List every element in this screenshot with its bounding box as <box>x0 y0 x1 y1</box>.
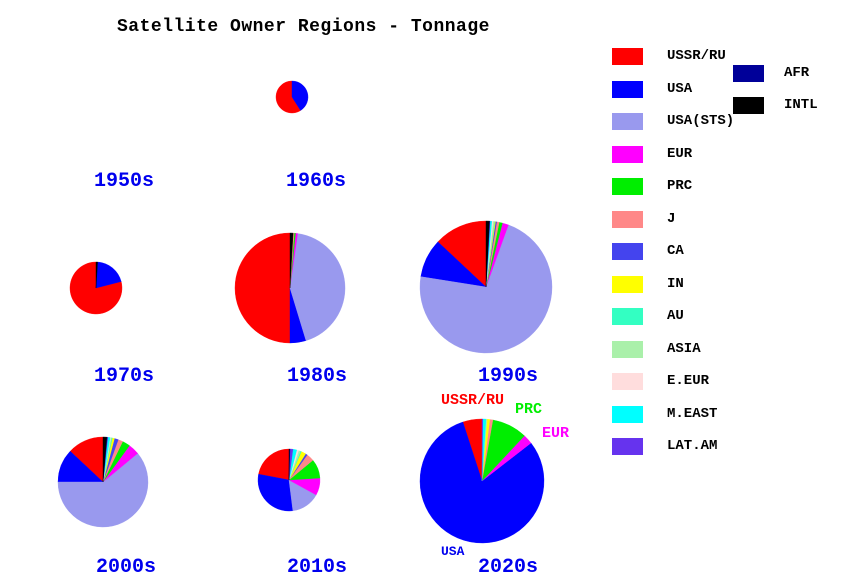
annotation-ussr-ru: USSR/RU <box>441 392 505 409</box>
decade-label-2000s: 2000s <box>95 556 157 576</box>
pie-slice-2020s-USA <box>419 421 545 544</box>
legend-label-eur: EUR <box>667 145 693 162</box>
legend-label-in: IN <box>667 275 684 292</box>
legend-swatch-prc <box>612 178 643 195</box>
pie-slice-2020s-LAT.AM <box>481 418 483 482</box>
legend-swatch-ca <box>612 243 643 260</box>
pie-slice-1990s-USA(STS) <box>419 224 553 354</box>
pie-slice-2010s-USSR/RU <box>258 448 290 481</box>
annotation-eur: EUR <box>542 425 570 442</box>
decade-label-1960s: 1960s <box>285 170 347 193</box>
legend-label-lat-am: LAT.AM <box>667 438 718 454</box>
legend-swatch-eur <box>612 145 643 163</box>
legend-label-j: J <box>667 210 676 227</box>
pie-2000s <box>57 436 149 528</box>
legend-swatch-asia <box>612 340 643 358</box>
pie-slice-1980s-USSR/RU <box>234 232 291 344</box>
legend-label-asia: ASIA <box>667 340 701 357</box>
pie-1970s <box>69 261 123 315</box>
legend-swatch-ussr-ru <box>612 48 643 65</box>
legend-label-au: AU <box>667 308 684 324</box>
legend-label-intl: INTL <box>784 97 818 113</box>
pie-slice-2000s-INTL <box>102 436 107 483</box>
decade-label-1990s: 1990s <box>477 365 539 388</box>
legend-label-afr: AFR <box>784 65 810 81</box>
pie-slice-2010s-USA <box>257 473 294 512</box>
annotation-usa: USA <box>441 544 465 559</box>
legend-label-prc: PRC <box>667 178 693 194</box>
legend-label-usa-sts-: USA(STS) <box>667 113 735 129</box>
annotation-prc: PRC <box>515 401 543 418</box>
decade-label-2010s: 2010s <box>286 556 348 576</box>
pie-slice-1960s-USSR/RU <box>275 80 301 114</box>
legend-swatch-usa-sts- <box>612 113 643 130</box>
pie-slice-1980s-INTL <box>289 232 294 289</box>
decade-label-1950s: 1950s <box>93 170 155 193</box>
pie-slice-1980s-USA(STS) <box>289 233 346 341</box>
pie-slice-1990s-INTL <box>485 220 490 288</box>
pie-1980s <box>234 232 346 344</box>
pie-slice-1970s-INTL <box>95 261 98 289</box>
legend-swatch-e-eur <box>612 373 643 390</box>
legend-swatch-m-east <box>612 405 643 423</box>
legend-label-m-east: M.EAST <box>667 405 718 422</box>
pie-1990s <box>419 220 553 354</box>
decade-label-1970s: 1970s <box>93 365 155 388</box>
legend-swatch-in <box>612 275 643 293</box>
chart-title: Satellite Owner Regions - Tonnage <box>117 17 490 37</box>
legend-swatch-afr <box>733 65 764 82</box>
pie-slice-2000s-USA(STS) <box>57 453 149 528</box>
pie-1960s <box>275 80 309 114</box>
legend-label-ca: CA <box>667 243 684 259</box>
legend-swatch-au <box>612 308 643 325</box>
pie-slice-1960s-USA <box>291 80 309 111</box>
decade-label-2020s: 2020s <box>477 556 539 576</box>
legend-label-usa: USA <box>667 80 693 97</box>
pie-2010s <box>257 448 321 512</box>
legend-swatch-j <box>612 210 643 228</box>
legend-swatch-usa <box>612 80 643 98</box>
decade-label-1980s: 1980s <box>286 365 348 388</box>
legend-label-ussr-ru: USSR/RU <box>667 48 726 64</box>
legend-label-e-eur: E.EUR <box>667 373 710 389</box>
legend-swatch-intl <box>733 97 764 114</box>
legend-swatch-lat-am <box>612 438 643 455</box>
pie-2020s <box>419 418 545 544</box>
